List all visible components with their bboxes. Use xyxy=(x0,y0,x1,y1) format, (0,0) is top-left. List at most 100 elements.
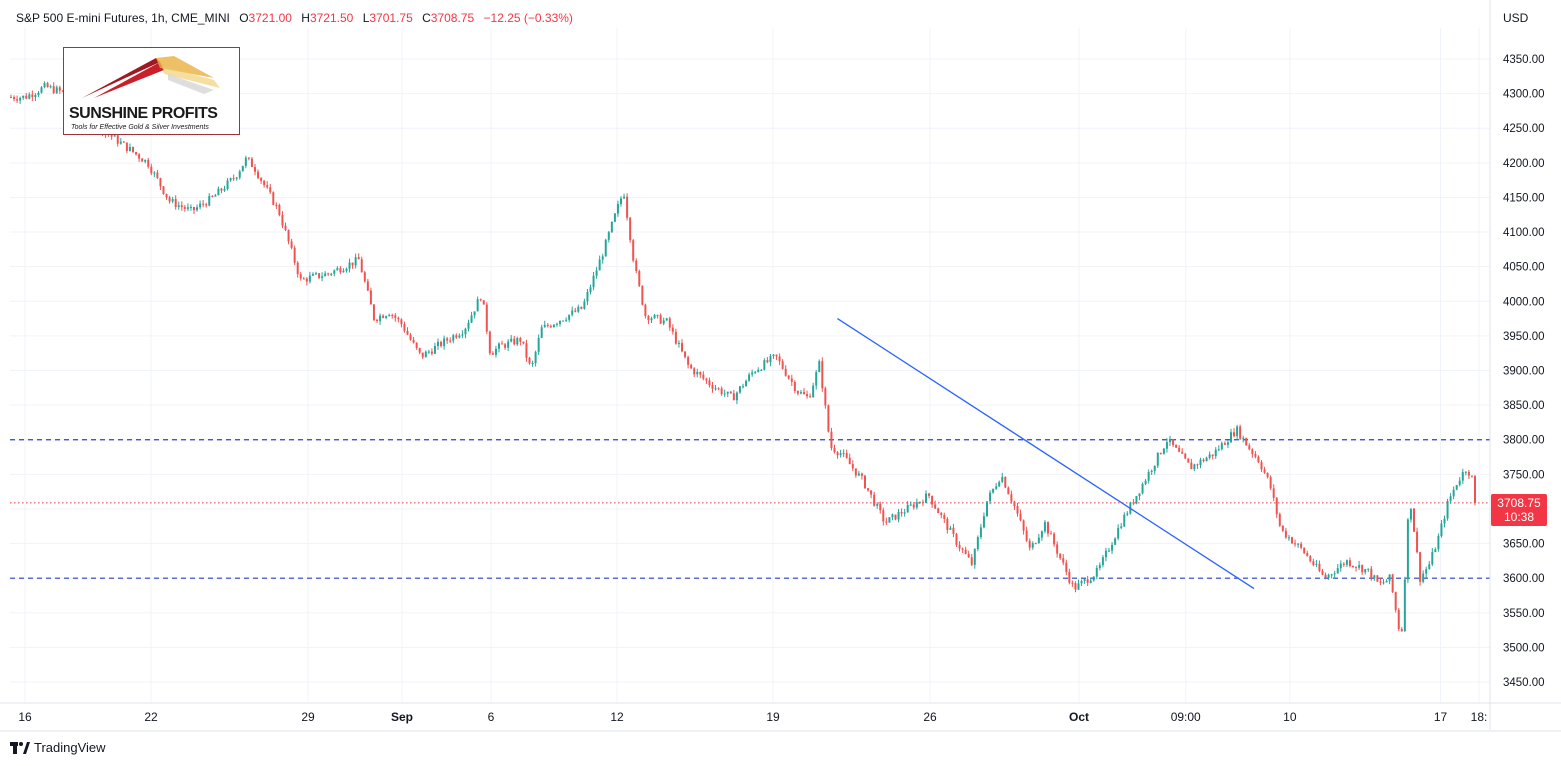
candle-body xyxy=(921,501,924,503)
candle-body xyxy=(903,512,906,514)
candle-body xyxy=(324,273,327,277)
candle-up xyxy=(464,327,467,339)
candle-down xyxy=(1278,512,1281,528)
candle-body xyxy=(961,548,964,550)
candle-down xyxy=(528,356,531,365)
candle-down xyxy=(937,507,940,514)
candle-down xyxy=(193,206,195,215)
candle-up xyxy=(1455,484,1458,491)
candle-down xyxy=(803,388,805,395)
candle-body xyxy=(806,394,809,397)
symbol-header[interactable]: S&P 500 E-mini Futures, 1h, CME_MINI O37… xyxy=(16,11,573,25)
candle-body xyxy=(1217,449,1220,451)
candle-up xyxy=(510,335,513,343)
x-tick-label: 19 xyxy=(766,710,780,724)
candle-body xyxy=(644,304,647,316)
candle-up xyxy=(1236,424,1239,440)
candle-body xyxy=(1425,569,1428,574)
candle-body xyxy=(1165,442,1168,449)
candle-body xyxy=(1120,526,1123,528)
candle-body xyxy=(351,262,354,266)
candle-down xyxy=(1053,532,1056,547)
candle-down xyxy=(16,95,19,104)
candle-down xyxy=(138,153,141,162)
candle-body xyxy=(1458,480,1461,485)
candle-body xyxy=(702,374,705,379)
currency-label[interactable]: USD xyxy=(1503,11,1529,25)
candle-body xyxy=(1153,465,1156,471)
candle-up xyxy=(1031,541,1034,550)
candle-up xyxy=(1101,554,1104,568)
candle-up xyxy=(665,317,668,322)
candle-up xyxy=(592,271,595,291)
candle-body xyxy=(1175,445,1178,448)
candle-down xyxy=(1318,560,1321,573)
candle-body xyxy=(400,319,403,325)
candle-body xyxy=(1147,472,1150,481)
candle-body xyxy=(217,188,220,196)
candle-down xyxy=(845,449,848,459)
candle-down xyxy=(183,205,186,212)
candle-down xyxy=(793,380,796,394)
candle-body xyxy=(565,319,568,321)
candle-down xyxy=(1010,490,1013,504)
candle-up xyxy=(324,271,327,277)
candle-up xyxy=(336,266,339,271)
candle-down xyxy=(449,337,452,344)
close-value: 3708.75 xyxy=(430,11,475,25)
candle-body xyxy=(135,152,138,155)
candle-body xyxy=(269,187,272,193)
candle-body xyxy=(897,512,900,520)
candle-down xyxy=(150,163,153,176)
candle-down xyxy=(1068,568,1071,585)
candle-body xyxy=(1409,508,1412,520)
candle-body xyxy=(705,378,708,381)
high-value: 3721.50 xyxy=(309,11,354,25)
candle-body xyxy=(196,207,199,211)
candle-up xyxy=(153,171,156,178)
candle-up xyxy=(433,342,436,354)
candle-up xyxy=(1089,577,1092,584)
candle-down xyxy=(1086,575,1089,586)
candle-body xyxy=(1016,506,1019,514)
y-tick-label: 4200.00 xyxy=(1503,158,1545,170)
candle-down xyxy=(1379,578,1382,586)
candle-up xyxy=(1287,534,1290,541)
candle-body xyxy=(1108,550,1110,552)
candle-up xyxy=(748,372,751,382)
candle-down xyxy=(900,508,903,517)
candle-up xyxy=(757,367,760,373)
candle-body xyxy=(1062,558,1065,563)
candle-body xyxy=(1074,583,1077,590)
candle-down xyxy=(912,502,915,510)
candle-body xyxy=(873,494,876,506)
candle-body xyxy=(982,516,985,528)
candle-up xyxy=(571,306,574,317)
candle-down xyxy=(833,444,836,454)
candle-body xyxy=(1461,472,1464,481)
candle-up xyxy=(1037,533,1040,544)
candle-down xyxy=(699,371,702,379)
candle-down xyxy=(1275,497,1278,519)
candle-body xyxy=(132,146,134,153)
candle-up xyxy=(995,482,998,490)
candle-body xyxy=(976,537,979,550)
candle-down xyxy=(485,302,488,335)
candle-down xyxy=(46,81,49,88)
candle-body xyxy=(894,514,897,520)
candle-down xyxy=(165,193,168,200)
tradingview-branding[interactable]: TradingView xyxy=(10,740,106,755)
candle-up xyxy=(1452,486,1455,500)
candle-body xyxy=(1184,453,1187,459)
candle-body xyxy=(406,330,409,335)
symbol-title[interactable]: S&P 500 E-mini Futures, 1h, CME_MINI xyxy=(16,11,230,25)
y-tick-label: 4350.00 xyxy=(1503,54,1545,66)
candle-body xyxy=(250,158,253,168)
candle-down xyxy=(870,490,873,499)
candle-up xyxy=(763,358,766,371)
candle-body xyxy=(1376,575,1379,582)
candle-up xyxy=(1098,562,1101,571)
candle-body xyxy=(845,452,848,458)
candle-down xyxy=(205,202,208,208)
